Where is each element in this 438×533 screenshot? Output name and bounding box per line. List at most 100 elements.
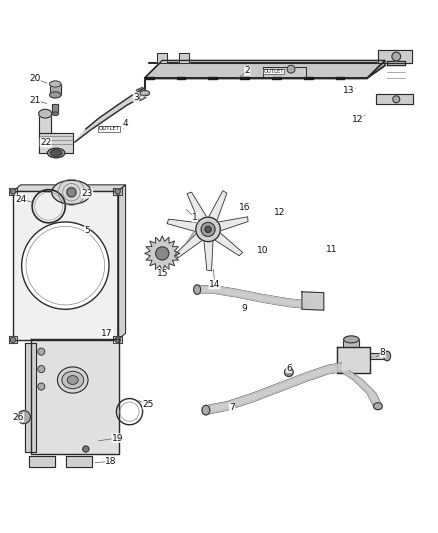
Ellipse shape	[52, 180, 91, 204]
Circle shape	[38, 383, 45, 390]
Text: 19: 19	[112, 433, 124, 442]
Circle shape	[285, 368, 293, 376]
Polygon shape	[31, 338, 119, 454]
Circle shape	[21, 222, 109, 309]
Text: 2: 2	[244, 67, 250, 75]
Circle shape	[38, 366, 45, 373]
Text: 21: 21	[29, 96, 40, 105]
Polygon shape	[367, 60, 385, 78]
Polygon shape	[113, 188, 122, 195]
Circle shape	[393, 96, 400, 103]
Polygon shape	[9, 336, 17, 343]
Ellipse shape	[50, 150, 62, 156]
Polygon shape	[187, 192, 208, 225]
Polygon shape	[39, 114, 51, 133]
Polygon shape	[25, 343, 35, 452]
Polygon shape	[336, 77, 344, 79]
Circle shape	[67, 188, 76, 197]
Polygon shape	[75, 88, 144, 142]
Text: 5: 5	[84, 226, 90, 235]
Polygon shape	[177, 77, 185, 79]
Polygon shape	[204, 237, 213, 271]
Text: 3: 3	[133, 93, 139, 102]
Text: 25: 25	[143, 400, 154, 409]
Polygon shape	[145, 60, 385, 78]
Polygon shape	[145, 236, 180, 271]
Polygon shape	[215, 217, 248, 232]
Polygon shape	[9, 188, 17, 195]
Polygon shape	[387, 61, 406, 65]
Polygon shape	[39, 133, 73, 153]
Ellipse shape	[202, 405, 210, 415]
Text: 7: 7	[229, 403, 235, 412]
Text: 13: 13	[343, 86, 355, 95]
Circle shape	[11, 189, 15, 194]
Text: 12: 12	[352, 115, 364, 124]
Text: 22: 22	[40, 138, 51, 147]
Ellipse shape	[194, 285, 201, 294]
Text: 24: 24	[15, 195, 26, 204]
Polygon shape	[212, 230, 243, 256]
Polygon shape	[378, 51, 412, 62]
Text: 18: 18	[106, 457, 117, 466]
Polygon shape	[263, 67, 306, 77]
Ellipse shape	[62, 372, 84, 389]
Text: 4: 4	[122, 119, 128, 128]
Polygon shape	[118, 185, 126, 340]
Polygon shape	[206, 364, 341, 414]
Ellipse shape	[374, 403, 382, 410]
Text: 14: 14	[209, 280, 220, 289]
Circle shape	[201, 222, 215, 236]
Circle shape	[196, 217, 220, 241]
Text: 17: 17	[101, 329, 113, 338]
Text: 1: 1	[192, 213, 198, 222]
Polygon shape	[341, 372, 382, 406]
Text: 8: 8	[380, 349, 385, 358]
Circle shape	[115, 337, 120, 343]
Polygon shape	[167, 219, 201, 232]
Text: 12: 12	[275, 208, 286, 217]
Circle shape	[287, 65, 295, 73]
Polygon shape	[343, 340, 359, 348]
Circle shape	[11, 337, 15, 343]
Polygon shape	[66, 456, 92, 467]
Ellipse shape	[49, 92, 61, 98]
Polygon shape	[208, 77, 217, 79]
Text: 20: 20	[29, 74, 40, 83]
Circle shape	[17, 410, 30, 424]
Polygon shape	[337, 348, 370, 374]
Polygon shape	[113, 336, 122, 343]
Circle shape	[115, 189, 120, 194]
Polygon shape	[157, 53, 167, 62]
Text: 15: 15	[156, 269, 168, 278]
Ellipse shape	[52, 112, 58, 116]
Text: OUTLET: OUTLET	[263, 69, 284, 74]
Polygon shape	[52, 104, 58, 114]
Circle shape	[38, 348, 45, 355]
Polygon shape	[207, 191, 227, 224]
Polygon shape	[302, 292, 324, 310]
Circle shape	[392, 52, 401, 61]
Ellipse shape	[39, 109, 52, 118]
Polygon shape	[49, 84, 61, 95]
Ellipse shape	[57, 367, 88, 393]
Text: 9: 9	[241, 304, 247, 313]
Text: OUTLET: OUTLET	[99, 126, 120, 132]
Polygon shape	[240, 77, 249, 79]
Text: 26: 26	[12, 413, 24, 422]
Ellipse shape	[49, 81, 61, 87]
Polygon shape	[304, 77, 313, 79]
Polygon shape	[197, 286, 311, 309]
Circle shape	[155, 247, 169, 260]
Circle shape	[83, 446, 89, 452]
Ellipse shape	[67, 376, 78, 384]
Polygon shape	[370, 352, 387, 359]
Text: 23: 23	[81, 189, 93, 198]
Ellipse shape	[384, 351, 391, 361]
Polygon shape	[13, 191, 118, 340]
Ellipse shape	[344, 336, 359, 343]
Text: 10: 10	[257, 246, 268, 255]
Ellipse shape	[47, 148, 65, 158]
Polygon shape	[376, 94, 413, 104]
Polygon shape	[13, 185, 126, 191]
